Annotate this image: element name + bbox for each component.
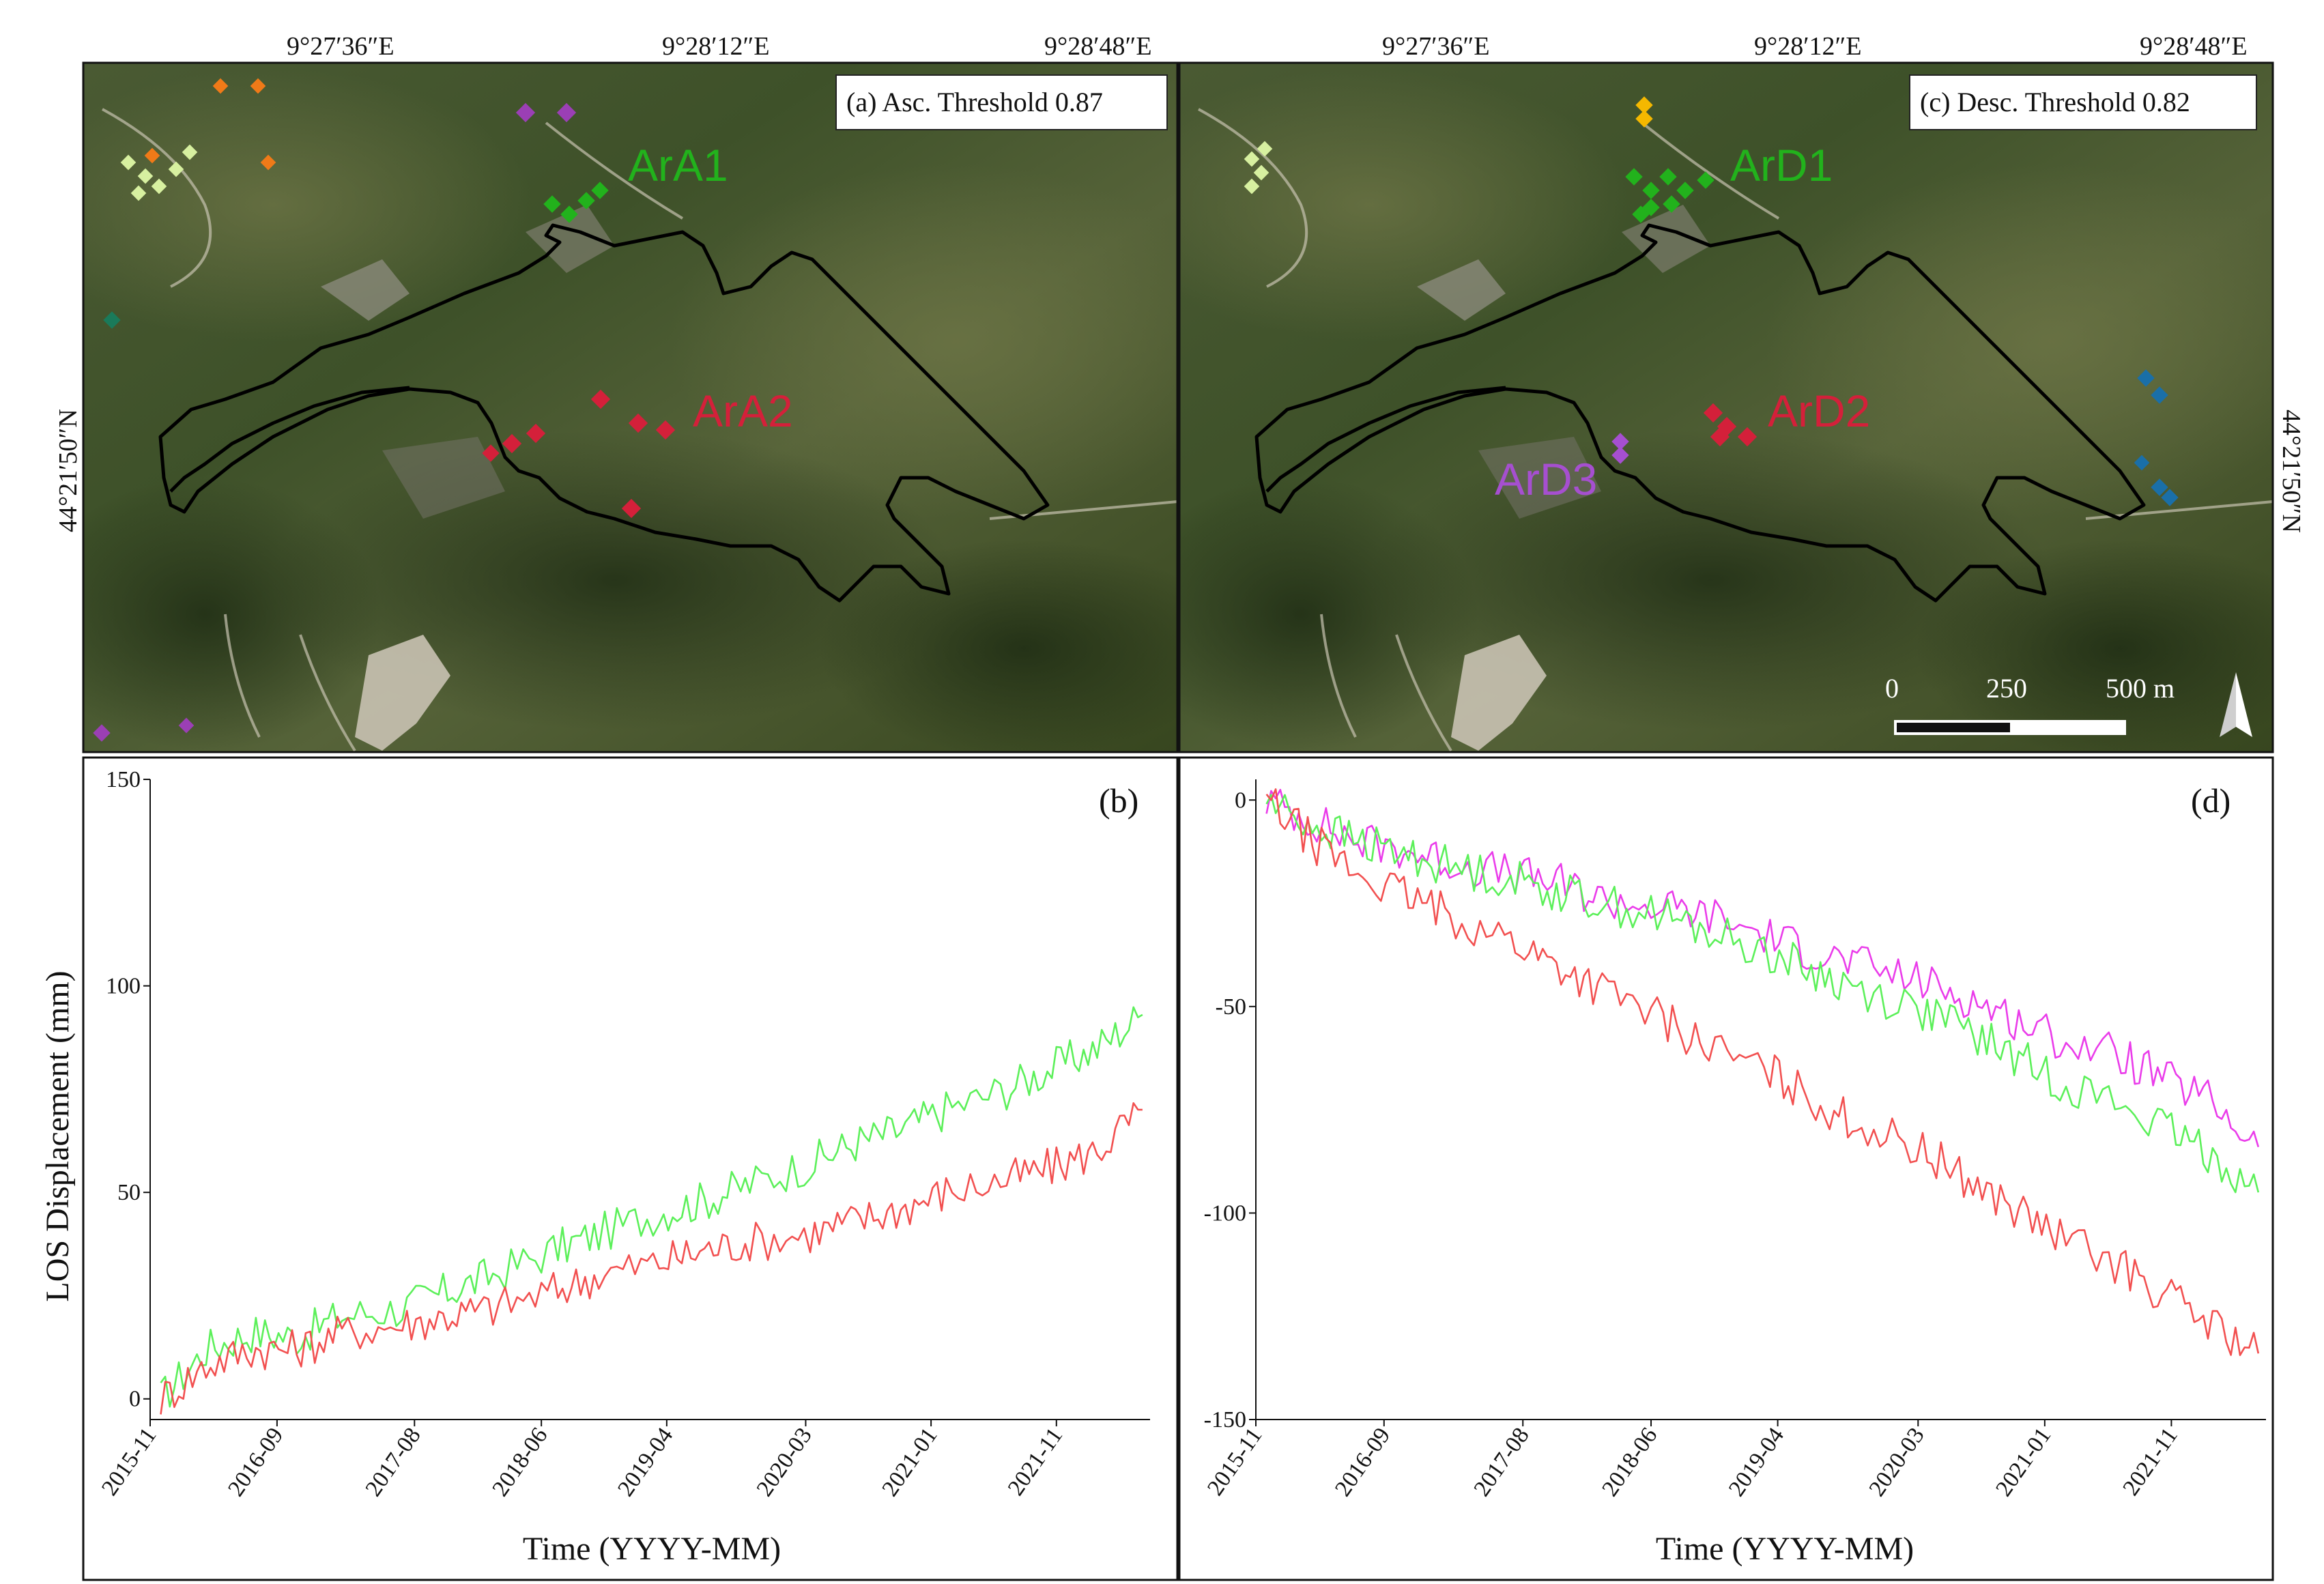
coord-c-3: 9°28′48″E <box>2140 32 2248 61</box>
north-arrow-icon <box>2220 672 2252 737</box>
map-a-label: (a) Asc. Threshold 0.87 <box>846 87 1103 117</box>
series-line-ara2 <box>160 1102 1143 1415</box>
x-tick-label-0-3: 2018-06 <box>487 1423 552 1501</box>
x-tick-label-0-5: 2020-03 <box>752 1423 817 1501</box>
x-tick-label-0-7: 2021-11 <box>1003 1423 1068 1500</box>
x-tick-label-1-5: 2020-03 <box>1865 1423 1930 1501</box>
x-tick-label-0-6: 2021-01 <box>877 1423 942 1501</box>
scale-bar: 0 250 500 m <box>1885 673 2175 735</box>
x-tick-label-1-4: 2019-04 <box>1724 1423 1789 1501</box>
map-a: ArA1 ArA2 (a) Asc. Threshold 0.87 <box>83 63 1177 752</box>
x-tick-label-0-2: 2017-08 <box>361 1423 426 1501</box>
panel-label-d: (d) <box>2191 781 2230 820</box>
map-coordinates: 9°27′36″E 9°28′12″E 9°28′48″E 9°27′36″E … <box>54 32 2306 533</box>
y-tick-label-0-1: 50 <box>117 1180 141 1205</box>
series-line-ard2 <box>1265 788 2260 1356</box>
x-tick-label-1-3: 2018-06 <box>1597 1423 1662 1501</box>
series-line-ard1 <box>1265 794 2260 1194</box>
panel-label-b: (b) <box>1099 781 1138 820</box>
ylabel-b: LOS Displacement (mm) <box>40 970 76 1301</box>
cluster-label-ara2: ArA2 <box>693 386 793 436</box>
series-line-ara1 <box>160 1006 1143 1408</box>
cluster-label-ard2: ArD2 <box>1768 386 1870 436</box>
coord-c-1: 9°27′36″E <box>1382 32 1490 61</box>
x-tick-label-0-4: 2019-04 <box>613 1423 678 1501</box>
x-tick-label-1-0: 2015-11 <box>1203 1423 1267 1500</box>
lat-label-right: 44°21′50″N <box>2277 409 2306 533</box>
coord-a-3: 9°28′48″E <box>1044 32 1152 61</box>
y-tick-label-1-1: -50 <box>1216 994 1246 1020</box>
series-line-ard3 <box>1265 788 2260 1147</box>
coord-a-1: 9°27′36″E <box>287 32 394 61</box>
xlabel-d: Time (YYYY-MM) <box>1656 1531 1914 1567</box>
x-tick-label-1-2: 2017-08 <box>1469 1423 1534 1501</box>
x-tick-label-1-7: 2021-11 <box>2118 1423 2183 1500</box>
scale-label-250: 250 <box>1986 673 2027 704</box>
map-c-label: (c) Desc. Threshold 0.82 <box>1920 87 2190 117</box>
y-tick-label-0-2: 100 <box>106 974 141 999</box>
coord-c-2: 9°28′12″E <box>1754 32 1862 61</box>
y-tick-label-1-0: 0 <box>1235 788 1246 813</box>
cluster-label-ard3: ArD3 <box>1495 454 1597 504</box>
coord-a-2: 9°28′12″E <box>662 32 770 61</box>
y-tick-label-1-3: -150 <box>1204 1407 1246 1432</box>
xlabel-b: Time (YYYY-MM) <box>523 1531 781 1567</box>
x-tick-label-0-1: 2016-09 <box>223 1423 288 1501</box>
x-tick-label-0-0: 2015-11 <box>97 1423 162 1500</box>
y-tick-label-1-2: -100 <box>1204 1200 1246 1226</box>
cluster-label-ara1: ArA1 <box>628 140 728 190</box>
lat-label-left: 44°21′50″N <box>54 409 83 532</box>
map-a-label-box <box>835 74 1168 130</box>
x-tick-label-1-1: 2016-09 <box>1330 1423 1395 1501</box>
scale-label-0: 0 <box>1885 673 1899 704</box>
map-c-label-box <box>1909 74 2257 130</box>
map-c: ArD1 ArD2 ArD3 (c) Desc. Threshold 0.82 … <box>1179 63 2273 752</box>
y-tick-label-0-0: 0 <box>129 1387 141 1412</box>
cluster-label-ard1: ArD1 <box>1730 140 1833 190</box>
scale-label-500: 500 m <box>2106 673 2175 704</box>
chart-b: 0 50 100 150 2015-11 2016-09 2017-08 2018-06 201… <box>97 767 1150 1501</box>
y-tick-label-0-3: 150 <box>106 767 141 792</box>
x-tick-label-1-6: 2021-01 <box>1991 1423 2056 1501</box>
